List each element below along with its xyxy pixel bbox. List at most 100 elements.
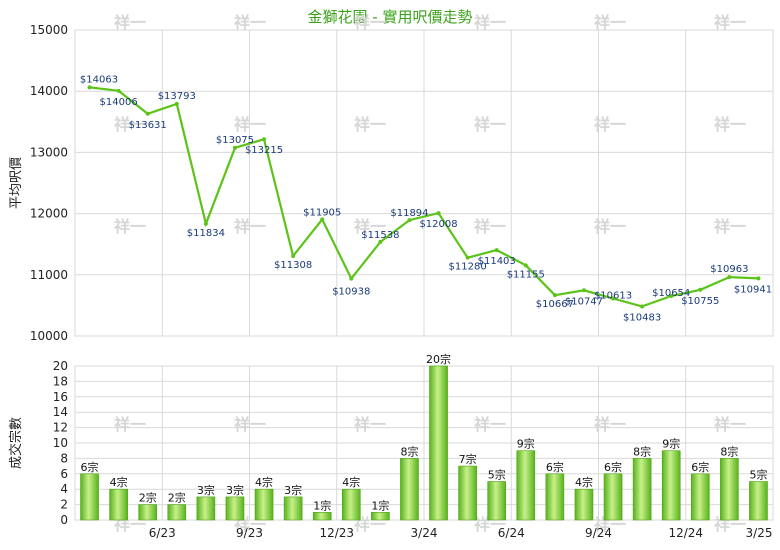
volume-bar (603, 473, 623, 521)
watermark-text: 祥一 (714, 115, 746, 134)
volume-data-label: 6宗 (691, 460, 709, 474)
watermark-text: 祥一 (234, 115, 266, 134)
volume-y-tick-label: 4 (60, 482, 68, 496)
price-data-label: $10747 (565, 296, 603, 307)
volume-bar (371, 511, 390, 521)
price-point (232, 145, 237, 150)
watermark-text: 祥一 (474, 115, 506, 134)
volume-y-tick-label: 2 (60, 498, 68, 512)
price-y-axis-label: 平均呎價 (9, 157, 24, 209)
price-data-label: $12008 (419, 219, 457, 230)
price-point (349, 276, 354, 281)
watermark-text: 祥一 (354, 115, 386, 134)
price-point (145, 111, 150, 116)
watermark-text: 祥一 (714, 415, 746, 434)
x-tick-label: 3/24 (411, 526, 438, 540)
price-point (581, 288, 586, 293)
price-point (640, 304, 645, 309)
volume-bar (167, 504, 187, 521)
price-point (436, 211, 441, 216)
x-tick-label: 12/24 (668, 526, 703, 540)
volume-y-axis-label: 成交宗數 (8, 417, 24, 469)
watermark-text: 祥一 (354, 13, 386, 32)
volume-bar (196, 496, 216, 521)
volume-data-label: 4宗 (342, 475, 360, 489)
volume-bar (749, 481, 768, 521)
price-data-label: $11905 (303, 207, 341, 218)
volume-y-tick-label: 0 (60, 513, 68, 527)
price-point (494, 248, 499, 253)
price-data-label: $10941 (734, 284, 772, 295)
volume-data-label: 7宗 (459, 452, 477, 466)
watermark-text: 祥一 (354, 217, 386, 236)
price-point (174, 101, 179, 106)
x-tick-label: 6/23 (149, 526, 176, 540)
watermark-text: 祥一 (714, 217, 746, 236)
volume-y-tick-label: 10 (53, 436, 68, 450)
price-point (756, 276, 761, 281)
volume-data-label: 9宗 (662, 437, 680, 451)
watermark-text: 祥一 (594, 415, 626, 434)
price-y-tick-label: 10000 (30, 329, 68, 343)
volume-data-label: 3宗 (284, 483, 302, 497)
price-y-tick-label: 15000 (30, 23, 68, 37)
volume-data-label: 4宗 (255, 475, 273, 489)
volume-bar (458, 465, 477, 521)
price-data-label: $13215 (245, 145, 283, 156)
watermark-text: 祥一 (234, 13, 266, 32)
watermark-text: 祥一 (114, 13, 146, 32)
price-data-label: $11308 (274, 260, 312, 271)
volume-data-label: 8宗 (720, 444, 738, 458)
price-point (611, 296, 616, 301)
price-data-label: $10755 (681, 296, 719, 307)
price-point (465, 255, 470, 260)
watermark-text: 祥一 (594, 217, 626, 236)
price-point (203, 221, 208, 226)
volume-data-label: 3宗 (226, 483, 244, 497)
volume-data-label: 1宗 (313, 498, 331, 512)
watermark-text: 祥一 (234, 415, 266, 434)
volume-y-tick-label: 14 (53, 405, 68, 419)
price-point (291, 253, 296, 258)
volume-y-tick-label: 20 (53, 359, 68, 373)
price-data-label: $13631 (129, 120, 167, 131)
watermark-text: 祥一 (114, 115, 146, 134)
volume-bar (254, 488, 274, 521)
volume-bar (720, 458, 739, 521)
volume-data-label: 2宗 (139, 491, 157, 505)
volume-bar (80, 473, 99, 521)
price-point (87, 85, 92, 90)
price-line (89, 86, 759, 308)
x-tick-label: 9/24 (585, 526, 612, 540)
volume-y-tick-label: 16 (53, 390, 68, 404)
price-y-tick-label: 12000 (30, 207, 68, 221)
volume-bar (109, 488, 128, 521)
x-tick-label: 12/23 (319, 526, 354, 540)
watermark-text: 祥一 (594, 13, 626, 32)
volume-bar (487, 481, 507, 521)
watermark-text: 祥一 (474, 415, 506, 434)
price-data-label: $11834 (187, 228, 225, 239)
volume-data-label: 1宗 (371, 498, 389, 512)
price-y-tick-label: 14000 (30, 84, 68, 98)
volume-bar (429, 365, 448, 521)
watermark-text: 祥一 (114, 217, 146, 236)
price-point (262, 137, 267, 142)
price-point (698, 287, 703, 292)
price-data-label: $11894 (390, 208, 428, 219)
price-point (116, 88, 121, 93)
watermark-text: 祥一 (354, 415, 386, 434)
price-point (727, 275, 732, 280)
volume-bar (138, 504, 158, 521)
watermark-text: 祥一 (234, 217, 266, 236)
watermark-text: 祥一 (594, 115, 626, 134)
price-data-label: $10483 (623, 312, 661, 323)
price-point (523, 263, 528, 268)
volume-data-label: 9宗 (517, 437, 535, 451)
price-data-label: $10667 (536, 299, 574, 310)
price-data-label: $11155 (507, 269, 545, 280)
price-data-label: $11403 (478, 256, 516, 267)
volume-bar (400, 458, 419, 521)
price-data-label: $14006 (100, 97, 138, 108)
